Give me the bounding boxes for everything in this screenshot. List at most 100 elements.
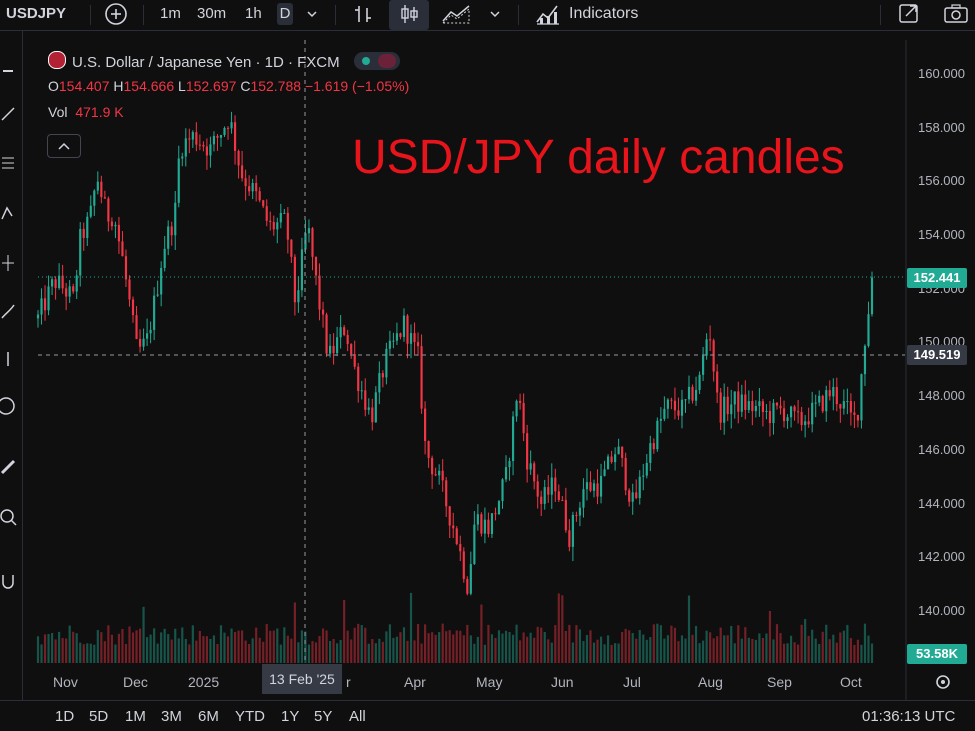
range-5d[interactable]: 5D	[89, 708, 109, 725]
volume-bar	[248, 644, 251, 663]
candle-body	[635, 492, 638, 499]
symbol-label[interactable]: USDJPY	[6, 5, 67, 22]
candle-body	[793, 406, 796, 412]
volume-bar	[212, 635, 216, 663]
forecast-icon[interactable]	[0, 253, 20, 273]
volume-bar	[547, 639, 550, 663]
candle-body	[68, 286, 71, 297]
volume-bar	[258, 637, 261, 663]
fullscreen-icon[interactable]	[897, 0, 921, 30]
range-ytd[interactable]: YTD	[235, 708, 265, 725]
candle-body	[564, 500, 567, 531]
volume-bar	[300, 630, 304, 663]
market-status-icon	[353, 52, 400, 70]
timeframe-dropdown-icon[interactable]	[305, 0, 319, 30]
magnet-icon[interactable]	[0, 571, 20, 591]
candle-body	[321, 309, 325, 315]
candle-body	[765, 410, 768, 412]
volume-bar	[536, 626, 539, 663]
chart-type-dropdown-icon[interactable]	[488, 0, 502, 30]
emoji-icon[interactable]	[0, 396, 20, 416]
volume-bar	[251, 638, 254, 663]
range-1m[interactable]: 1M	[125, 708, 146, 725]
pattern-icon[interactable]	[0, 203, 20, 223]
volume-bar	[72, 631, 75, 663]
x-tick-label: 2025	[188, 674, 220, 690]
volume-bar	[47, 633, 50, 663]
y-tick-label: 140.000	[918, 603, 965, 618]
camera-icon[interactable]	[942, 0, 970, 30]
volume-bar	[406, 640, 409, 663]
candle-body	[223, 127, 226, 136]
range-5y[interactable]: 5Y	[314, 708, 333, 725]
range-all[interactable]: All	[349, 708, 366, 725]
ruler-icon[interactable]	[0, 456, 20, 476]
candle-body	[420, 346, 423, 409]
timeframe-1h[interactable]: 1h	[245, 5, 262, 22]
candle-body	[455, 528, 458, 545]
volume-bar	[124, 643, 128, 663]
trendline-icon[interactable]	[0, 103, 20, 123]
zoom-icon[interactable]	[0, 508, 20, 528]
close-label: C	[240, 78, 251, 94]
candle-body	[174, 202, 177, 236]
candle-body	[504, 467, 508, 480]
x-tick-label: Jul	[623, 674, 641, 690]
chart-legend-title[interactable]: U.S. Dollar / Japanese Yen · 1D · FXCM	[48, 51, 400, 71]
volume-bar	[61, 638, 64, 663]
settings-icon[interactable]	[933, 672, 953, 692]
brush-icon[interactable]	[0, 301, 20, 321]
candle-body	[547, 487, 550, 495]
timeframe-30m[interactable]: 30m	[197, 5, 227, 22]
timeframe-d[interactable]: D	[277, 3, 293, 25]
volume-bar	[867, 635, 870, 663]
candles-icon[interactable]	[389, 0, 429, 30]
candle-body	[631, 492, 634, 502]
candle-body	[807, 421, 810, 425]
candle-body	[839, 404, 842, 409]
volume-bar	[789, 635, 793, 663]
open-value: 154.407	[58, 78, 110, 94]
volume-bar	[709, 632, 712, 663]
candle-body	[191, 132, 194, 140]
range-1y[interactable]: 1Y	[281, 708, 300, 725]
volume-bar	[793, 642, 796, 663]
volume-bar	[849, 638, 852, 663]
add-symbol-icon[interactable]	[103, 0, 129, 30]
menu-icon[interactable]	[0, 61, 20, 81]
candle-body	[642, 475, 645, 477]
volume-bar	[765, 633, 768, 663]
indicators-button[interactable]: Indicators	[569, 5, 639, 22]
candle-body	[360, 390, 363, 392]
candle-body	[248, 186, 251, 192]
indicators-icon[interactable]	[535, 0, 561, 30]
timeframe-1m[interactable]: 1m	[160, 5, 181, 22]
collapse-legend-button[interactable]	[47, 134, 81, 158]
volume-bar	[631, 633, 634, 663]
volume-bar	[434, 634, 437, 663]
candle-body	[36, 314, 40, 319]
utc-clock[interactable]: 01:36:13 UTC	[862, 708, 956, 725]
fib-icon[interactable]	[0, 153, 20, 173]
range-6m[interactable]: 6M	[198, 708, 219, 725]
range-3m[interactable]: 3M	[161, 708, 182, 725]
text-icon[interactable]	[0, 349, 20, 369]
candle-body	[441, 470, 444, 481]
divider	[518, 5, 519, 25]
volume-bar	[511, 634, 515, 663]
bar-chart-icon[interactable]	[352, 0, 374, 30]
area-chart-icon[interactable]	[441, 0, 473, 30]
volume-bar	[526, 636, 529, 663]
candle-body	[72, 286, 75, 292]
volume-bar	[346, 630, 349, 663]
volume-bar	[374, 643, 377, 663]
candle-body	[508, 461, 511, 468]
volume-bar	[121, 628, 124, 663]
volume-bar	[687, 595, 691, 663]
range-1d[interactable]: 1D	[55, 708, 75, 725]
volume-bar	[839, 632, 842, 663]
volume-bar	[233, 632, 237, 663]
candle-body	[290, 239, 293, 257]
candle-body	[466, 578, 469, 594]
